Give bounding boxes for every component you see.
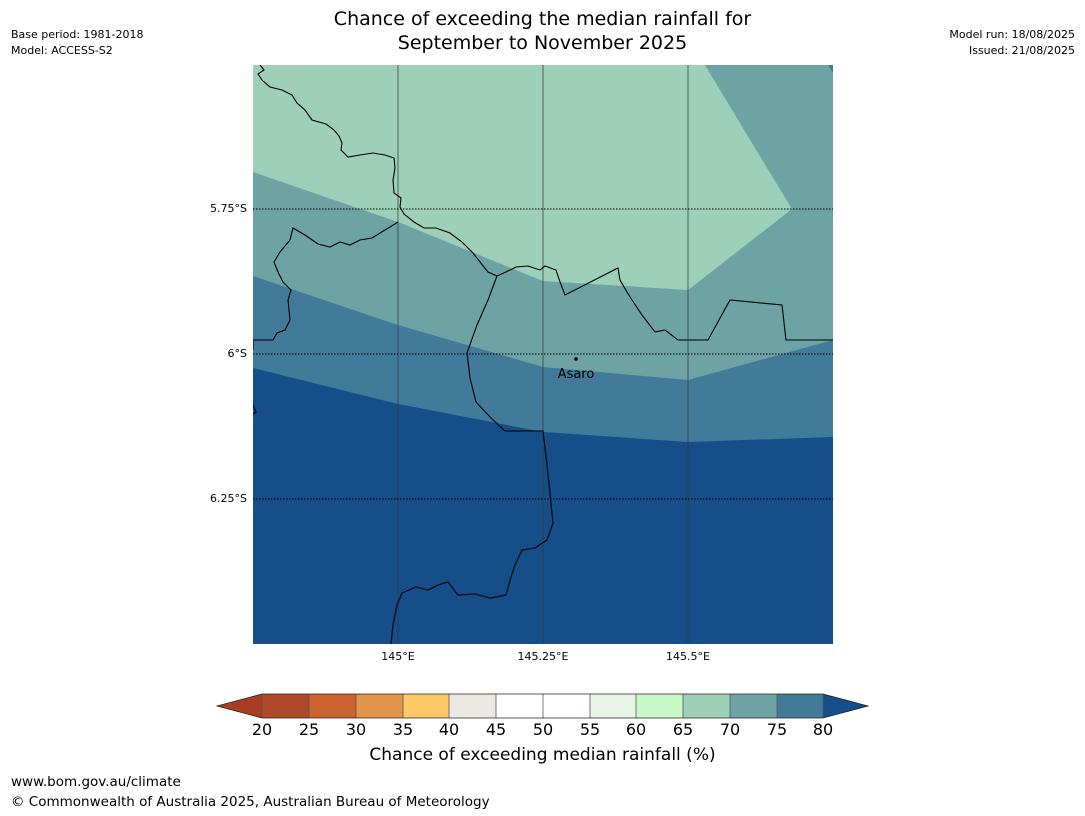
colorbar-tick: 25 <box>298 720 320 739</box>
lat-label-6: 6°S <box>227 347 247 360</box>
colorbar-bin-35-40 <box>403 694 449 718</box>
map-title: Chance of exceeding the median rainfall … <box>0 7 1085 55</box>
colorbar-tick: 80 <box>812 720 834 739</box>
asaro-marker <box>574 357 578 361</box>
colorbar-tick: 45 <box>485 720 507 739</box>
colorbar-bin-40-45 <box>449 694 496 718</box>
lon-label-145-5: 145.5°E <box>666 650 710 663</box>
boundary-edge-west <box>253 404 257 415</box>
asaro-label: Asaro <box>558 367 595 382</box>
meta-left: Base period: 1981-2018 Model: ACCESS-S2 <box>11 27 143 59</box>
boundary-west <box>253 221 399 350</box>
issued-date: Issued: 21/08/2025 <box>968 44 1075 57</box>
colorbar-bin-30-35 <box>356 694 403 718</box>
colorbar-extend-low <box>217 694 262 718</box>
colorbar-bin-75-80 <box>777 694 823 718</box>
colorbar-tick: 20 <box>251 720 273 739</box>
base-period: Base period: 1981-2018 <box>11 28 144 41</box>
colorbar-bin-45-50 <box>496 694 543 718</box>
title-line-1: Chance of exceeding the median rainfall … <box>333 8 752 30</box>
band-70-75-corner <box>705 65 833 260</box>
colorbar-tick: 40 <box>438 720 460 739</box>
colorbar-tick: 75 <box>766 720 788 739</box>
footer-url: www.bom.gov.au/climate <box>11 774 181 790</box>
colorbar-bin-60-65 <box>636 694 683 718</box>
boundary-north-west <box>257 65 833 341</box>
lon-label-145-25: 145.25°E <box>517 650 569 663</box>
boundary-central <box>390 275 554 644</box>
lat-label-5-75: 5.75°S <box>210 202 247 215</box>
colorbar-label: Chance of exceeding median rainfall (%) <box>369 745 716 765</box>
colorbar-tick: 50 <box>532 720 554 739</box>
map-area <box>253 65 833 644</box>
colorbar-bin-65-70 <box>683 694 730 718</box>
lon-label-145: 145°E <box>381 650 415 663</box>
colorbar-tick: 35 <box>392 720 414 739</box>
colorbar <box>215 693 870 719</box>
colorbar-tick: 65 <box>672 720 694 739</box>
colorbar-tick: 70 <box>719 720 741 739</box>
footer-copyright: © Commonwealth of Australia 2025, Austra… <box>11 794 490 810</box>
colorbar-outline <box>215 693 870 719</box>
model-run: Model run: 18/08/2025 <box>949 28 1075 41</box>
colorbar-tick: 60 <box>625 720 647 739</box>
colorbar-separators <box>261 694 824 718</box>
model-name: Model: ACCESS-S2 <box>11 44 113 57</box>
colorbar-bin-70-75 <box>730 694 777 718</box>
colorbar-bin-50-55 <box>543 694 590 718</box>
colorbar-extend-high <box>823 694 868 718</box>
colorbar-bin-55-60 <box>590 694 636 718</box>
meta-right: Model run: 18/08/2025 Issued: 21/08/2025 <box>949 27 1075 59</box>
lat-label-6-25: 6.25°S <box>210 492 247 505</box>
colorbar-tick: 55 <box>579 720 601 739</box>
title-line-2: September to November 2025 <box>397 32 688 54</box>
colorbar-bin-25-30 <box>309 694 356 718</box>
colorbar-bin-20-25 <box>262 694 309 718</box>
band-65-70 <box>253 65 792 290</box>
band-75-80-corner <box>828 65 833 73</box>
colorbar-tick: 30 <box>345 720 367 739</box>
